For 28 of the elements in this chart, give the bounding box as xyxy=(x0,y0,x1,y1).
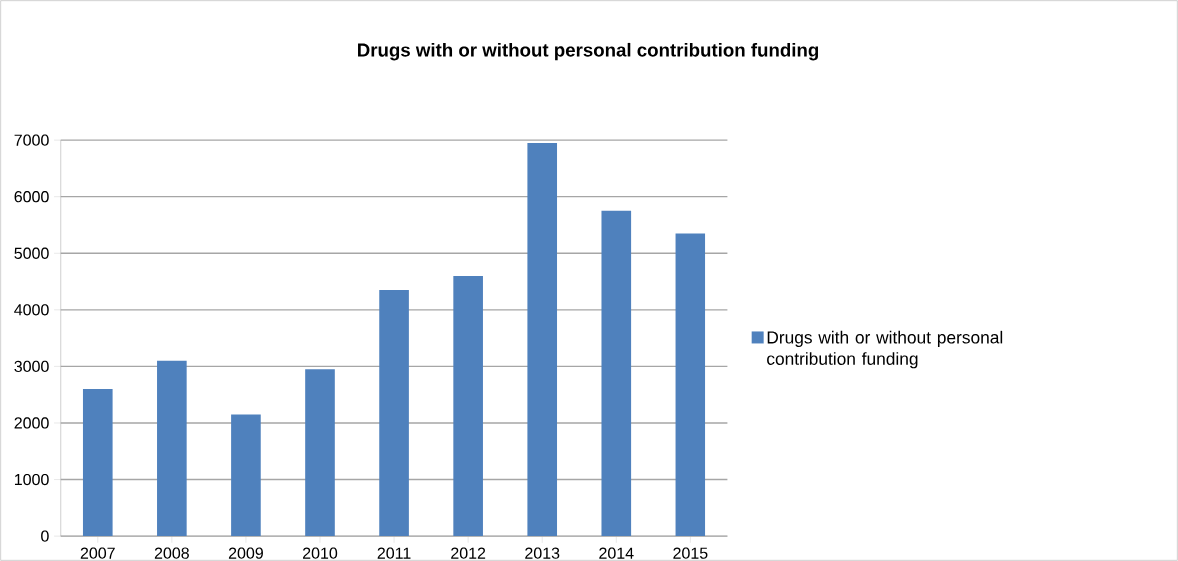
y-tick-label: 3000 xyxy=(14,360,49,373)
y-tick-label: 1000 xyxy=(14,473,49,486)
bar xyxy=(305,369,335,537)
x-tick-label: 2010 xyxy=(303,547,338,559)
bar xyxy=(231,414,261,537)
y-tick-label: 5000 xyxy=(14,247,49,259)
bar xyxy=(379,290,409,537)
chart-title: Drugs with or without personal contribution funding xyxy=(358,42,819,61)
x-tick-label: 2007 xyxy=(80,547,115,559)
y-tick-label: 7000 xyxy=(14,134,49,146)
bar xyxy=(453,275,483,537)
y-tick-label: 4000 xyxy=(14,304,49,316)
bar xyxy=(82,389,113,537)
y-tick-label: 2000 xyxy=(14,417,49,429)
x-tick-label: 2013 xyxy=(525,547,560,559)
bar xyxy=(601,210,632,537)
x-tick-label: 2012 xyxy=(451,547,486,559)
y-tick-label: 6000 xyxy=(14,191,49,203)
x-tick-label: 2008 xyxy=(154,547,189,559)
bar xyxy=(675,233,706,537)
x-tick-label: 2009 xyxy=(228,547,263,559)
legend-label: Drugs with or without personal contribution funding xyxy=(767,330,1003,369)
x-tick-label: 2015 xyxy=(673,547,708,559)
bar xyxy=(157,360,187,537)
x-tick-label: 2014 xyxy=(599,547,634,559)
y-tick-label: 0 xyxy=(41,530,49,542)
x-tick-label: 2011 xyxy=(377,547,411,559)
bar xyxy=(527,142,558,537)
